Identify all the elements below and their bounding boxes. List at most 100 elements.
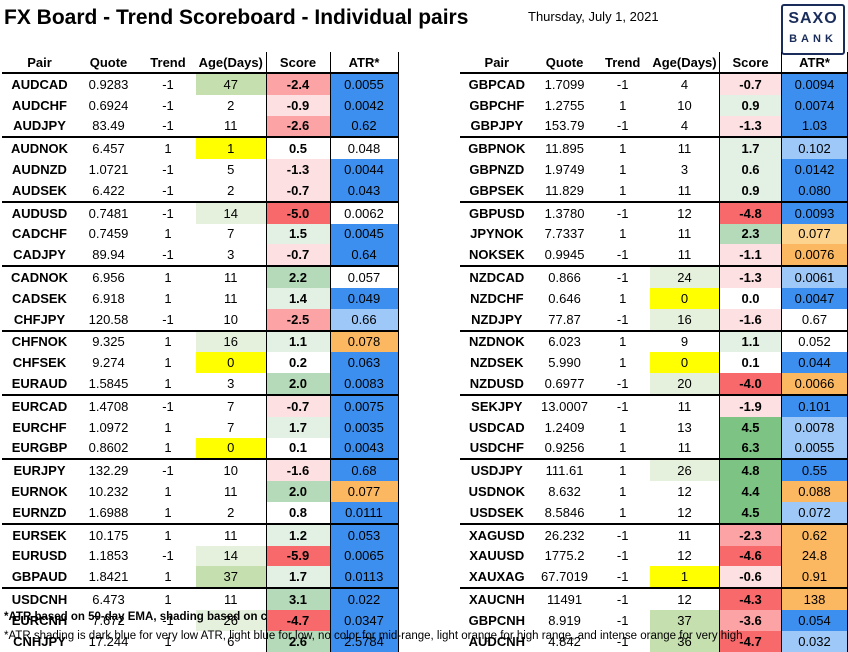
trend-cell: -1: [140, 458, 196, 482]
age-cell: 10: [196, 458, 266, 482]
table-row: GBPUSD 1.3780 -1 12 -4.8 0.0093: [460, 200, 848, 224]
atr-cell: 0.078: [329, 329, 399, 353]
score-cell: -0.9: [265, 94, 330, 116]
quote-cell: 83.49: [92, 118, 125, 134]
score-cell: 4.8: [719, 458, 782, 482]
table-row: XAUCNH 11491 -1 12 -4.3 138: [460, 587, 848, 610]
table-row: USDJPY 111.61 1 26 4.8 0.55: [460, 458, 848, 482]
age-cell: 6: [227, 633, 235, 649]
score-cell: -0.7: [265, 393, 330, 417]
quote-cell: 6.457: [77, 136, 140, 160]
trend-cell: -1: [616, 311, 629, 327]
age-cell: 0: [649, 352, 720, 374]
trend-cell: -1: [140, 200, 196, 224]
quote-cell: 120.58: [88, 311, 129, 327]
score-cell: -4.8: [719, 200, 782, 224]
table-row: GBPSEK 11.829 1 11 0.9 0.080: [460, 179, 848, 202]
trend-cell: -1: [616, 548, 629, 564]
right-scoreboard-table: Pair Quote Trend Age(Days) Score ATR* GB…: [460, 52, 848, 652]
age-cell: 12: [649, 587, 720, 610]
quote-cell: 0.646: [548, 290, 581, 306]
quote-cell: 1.5845: [88, 376, 129, 392]
trend-cell: 1: [619, 226, 627, 242]
trend-cell: -1: [162, 182, 174, 198]
pair-cell: USDSEK: [469, 504, 524, 520]
trend-cell: -1: [162, 247, 174, 263]
score-cell: 1.7: [719, 136, 782, 160]
score-cell: 1.1: [265, 329, 330, 353]
score-cell: -4.3: [719, 587, 782, 610]
score-cell: 2.3: [719, 223, 782, 245]
age-cell: 11: [649, 136, 720, 160]
quote-cell: 1.6988: [88, 504, 129, 520]
table-row: EURJPY 132.29 -1 10 -1.6 0.68: [2, 458, 399, 482]
col-header-age: Age(Days): [649, 52, 720, 74]
trend-cell: -1: [162, 76, 174, 92]
quote-cell: 1.7099: [544, 76, 585, 92]
trend-cell: -1: [616, 247, 629, 263]
trend-cell: -1: [595, 200, 650, 224]
score-cell: 2.0: [265, 373, 330, 395]
atr-cell: 0.0042: [329, 94, 399, 116]
atr-cell: 0.053: [329, 522, 399, 546]
pair-cell: GBPCAD: [468, 76, 525, 92]
age-cell: 0: [196, 437, 266, 460]
score-cell: -4.0: [719, 373, 782, 395]
quote-cell: 7.7337: [544, 226, 585, 242]
trend-cell: -1: [616, 76, 629, 92]
age-cell: 11: [224, 118, 238, 134]
quote-cell: 0.866: [533, 265, 596, 288]
age-cell: 11: [224, 290, 238, 306]
score-cell: -2.6: [265, 115, 330, 138]
pair-cell: EURGBP: [11, 440, 68, 456]
pair-cell: NZDSEK: [470, 355, 524, 371]
age-cell: 11: [196, 522, 266, 546]
quote-cell: 5.990: [548, 355, 581, 371]
age-cell: 2: [227, 97, 235, 113]
trend-cell: -1: [616, 569, 629, 585]
trend-cell: 1: [140, 329, 196, 353]
table-row: GBPCNH 8.919 -1 37 -3.6 0.054: [460, 609, 848, 631]
pair-cell: EURCAD: [2, 393, 77, 417]
atr-cell: 24.8: [781, 545, 848, 567]
table-row: NZDCHF 0.646 1 0 0.0 0.0047: [460, 287, 848, 309]
table-row: EURCAD 1.4708 -1 7 -0.7 0.0075: [2, 393, 399, 417]
trend-cell: -1: [595, 522, 650, 546]
table-row: USDNOK 8.632 1 12 4.4 0.088: [460, 481, 848, 502]
pair-cell: AUDCHF: [12, 97, 67, 113]
atr-cell: 0.022: [329, 587, 399, 610]
trend-cell: 1: [595, 329, 650, 353]
quote-cell: 1.4708: [77, 393, 140, 417]
col-header-trend: Trend: [595, 52, 650, 74]
trend-cell: -1: [616, 633, 629, 649]
col-header-atr: ATR*: [781, 52, 848, 74]
age-cell: 1: [649, 566, 720, 589]
table-row: AUDNZD 1.0721 -1 5 -1.3 0.0044: [2, 159, 399, 180]
atr-cell: 0.0047: [781, 287, 848, 309]
quote-cell: 1.3780: [533, 200, 596, 224]
table-row: GBPNZD 1.9749 1 3 0.6 0.0142: [460, 159, 848, 180]
age-cell: 26: [649, 458, 720, 482]
quote-cell: 6.956: [77, 265, 140, 288]
table-row: AUDCAD 0.9283 -1 47 -2.4 0.0055: [2, 73, 399, 95]
atr-cell: 0.048: [329, 136, 399, 160]
score-cell: 3.1: [265, 587, 330, 610]
atr-cell: 0.044: [781, 352, 848, 374]
score-cell: -0.7: [265, 179, 330, 202]
age-cell: 2: [227, 182, 235, 198]
atr-cell: 0.91: [781, 566, 848, 589]
atr-cell: 0.077: [781, 223, 848, 245]
table-row: JPYNOK 7.7337 1 11 2.3 0.077: [460, 223, 848, 245]
quote-cell: 0.9256: [544, 440, 585, 456]
quote-cell: 1.1853: [88, 548, 129, 564]
trend-cell: 1: [140, 265, 196, 288]
trend-cell: -1: [616, 612, 629, 628]
col-header-quote: Quote: [77, 52, 140, 74]
quote-cell: 10.232: [88, 484, 129, 500]
atr-cell: 0.101: [781, 393, 848, 417]
trend-cell: 1: [595, 136, 650, 160]
atr-cell: 0.0061: [781, 265, 848, 288]
pair-cell: XAUCNH: [460, 587, 534, 610]
pair-cell: AUDCNH: [468, 633, 525, 649]
score-cell: 1.5: [265, 223, 330, 245]
